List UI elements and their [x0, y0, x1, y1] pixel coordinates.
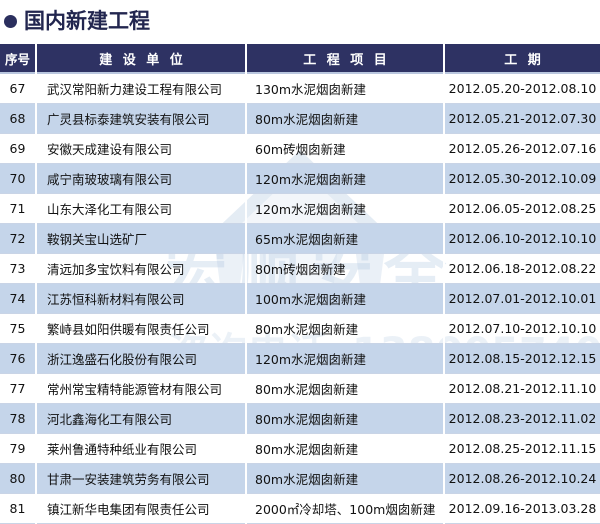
cell-project: 80m水泥烟囱新建: [246, 433, 445, 464]
cell-unit: 莱州鲁通特种纸业有限公司: [36, 433, 247, 464]
cell-project: 80m水泥烟囱新建: [246, 373, 445, 404]
cell-unit: 繁峙县如阳供暖有限责任公司: [36, 313, 247, 344]
cell-project: 120m水泥烟囱新建: [246, 343, 445, 374]
column-header-seq: 序号: [0, 44, 37, 73]
cell-seq: 76: [0, 343, 37, 374]
table-row: 68 广灵县标泰建筑安装有限公司 80m水泥烟囱新建 2012.05.21-2012.…: [0, 103, 600, 134]
cell-project: 65m水泥烟囱新建: [246, 223, 445, 254]
cell-seq: 78: [0, 403, 37, 434]
cell-seq: 74: [0, 283, 37, 314]
table-row: 77 常州常宝精特能源管材有限公司 80m水泥烟囱新建 2012.08.21-2012…: [0, 373, 600, 404]
cell-seq: 72: [0, 223, 37, 254]
cell-seq: 71: [0, 193, 37, 224]
cell-project: 80m水泥烟囱新建: [246, 403, 445, 434]
cell-seq: 79: [0, 433, 37, 464]
cell-unit: 浙江逸盛石化股份有限公司: [36, 343, 247, 374]
bullet-icon: [4, 14, 17, 28]
cell-unit: 安徽天成建设有限公司: [36, 133, 247, 164]
cell-seq: 70: [0, 163, 37, 194]
table-row: 74 江苏恒科新材料有限公司 100m水泥烟囱新建 2012.07.01-2012.1…: [0, 283, 600, 314]
cell-unit: 广灵县标泰建筑安装有限公司: [36, 103, 247, 134]
cell-duration: 2012.08.15-2012.12.15: [444, 343, 600, 374]
table-row: 70 咸宁南玻玻璃有限公司 120m水泥烟囱新建 2012.05.30-2012.10…: [0, 163, 600, 194]
cell-project: 2000㎡冷却塔、100m烟囱新建: [246, 493, 445, 524]
page-title: 国内新建工程: [0, 0, 600, 42]
cell-duration: 2012.07.01-2012.10.01: [444, 283, 600, 314]
table-row: 75 繁峙县如阳供暖有限责任公司 80m水泥烟囱新建 2012.07.10-2012.…: [0, 313, 600, 344]
table-header: 序号 建 设 单 位 工 程 项 目 工 期: [0, 44, 600, 73]
cell-unit: 咸宁南玻玻璃有限公司: [36, 163, 247, 194]
table-row: 80 甘肃一安装建筑劳务有限公司 80m水泥烟囱新建 2012.08.26-2012.…: [0, 463, 600, 494]
cell-seq: 75: [0, 313, 37, 344]
table-row: 72 鞍钢关宝山选矿厂 65m水泥烟囱新建 2012.06.10-2012.10.10: [0, 223, 600, 254]
table-body: 67 武汉常阳新力建设工程有限公司 130m水泥烟囱新建 2012.05.20-201…: [0, 73, 600, 524]
cell-duration: 2012.07.10-2012.10.10: [444, 313, 600, 344]
cell-duration: 2012.06.05-2012.08.25: [444, 193, 600, 224]
table-row: 78 河北鑫海化工有限公司 80m水泥烟囱新建 2012.08.23-2012.11.…: [0, 403, 600, 434]
cell-duration: 2012.05.20-2012.08.10: [444, 73, 600, 104]
table-row: 67 武汉常阳新力建设工程有限公司 130m水泥烟囱新建 2012.05.20-201…: [0, 73, 600, 104]
cell-seq: 80: [0, 463, 37, 494]
cell-project: 60m砖烟囱新建: [246, 133, 445, 164]
cell-project: 80m砖烟囱新建: [246, 253, 445, 284]
cell-duration: 2012.08.23-2012.11.02: [444, 403, 600, 434]
projects-table: 序号 建 设 单 位 工 程 项 目 工 期 67 武汉常阳新力建设工程有限公司 1…: [0, 44, 600, 524]
cell-project: 80m水泥烟囱新建: [246, 463, 445, 494]
cell-duration: 2012.08.25-2012.11.15: [444, 433, 600, 464]
cell-unit: 甘肃一安装建筑劳务有限公司: [36, 463, 247, 494]
table-row: 69 安徽天成建设有限公司 60m砖烟囱新建 2012.05.26-2012.07.1…: [0, 133, 600, 164]
cell-unit: 江苏恒科新材料有限公司: [36, 283, 247, 314]
cell-unit: 镇江新华电集团有限责任公司: [36, 493, 247, 524]
cell-project: 80m水泥烟囱新建: [246, 103, 445, 134]
cell-project: 80m水泥烟囱新建: [246, 313, 445, 344]
cell-duration: 2012.06.10-2012.10.10: [444, 223, 600, 254]
column-header-unit: 建 设 单 位: [36, 44, 247, 73]
cell-unit: 清远加多宝饮料有限公司: [36, 253, 247, 284]
page-title-text: 国内新建工程: [24, 8, 150, 33]
cell-duration: 2012.05.26-2012.07.16: [444, 133, 600, 164]
cell-project: 120m水泥烟囱新建: [246, 193, 445, 224]
column-header-proj: 工 程 项 目: [246, 44, 445, 73]
table-row: 73 清远加多宝饮料有限公司 80m砖烟囱新建 2012.06.18-2012.08.…: [0, 253, 600, 284]
cell-seq: 77: [0, 373, 37, 404]
cell-seq: 67: [0, 73, 37, 104]
projects-table-container: 序号 建 设 单 位 工 程 项 目 工 期 67 武汉常阳新力建设工程有限公司 1…: [0, 44, 600, 524]
cell-unit: 鞍钢关宝山选矿厂: [36, 223, 247, 254]
table-header-row: 序号 建 设 单 位 工 程 项 目 工 期: [0, 44, 600, 73]
table-row: 79 莱州鲁通特种纸业有限公司 80m水泥烟囱新建 2012.08.25-2012.1…: [0, 433, 600, 464]
cell-duration: 2012.06.18-2012.08.22: [444, 253, 600, 284]
cell-duration: 2012.08.26-2012.10.24: [444, 463, 600, 494]
table-row: 71 山东大泽化工有限公司 120m水泥烟囱新建 2012.06.05-2012.08…: [0, 193, 600, 224]
cell-project: 130m水泥烟囱新建: [246, 73, 445, 104]
cell-unit: 常州常宝精特能源管材有限公司: [36, 373, 247, 404]
cell-seq: 69: [0, 133, 37, 164]
cell-unit: 河北鑫海化工有限公司: [36, 403, 247, 434]
table-row: 76 浙江逸盛石化股份有限公司 120m水泥烟囱新建 2012.08.15-2012.…: [0, 343, 600, 374]
cell-seq: 73: [0, 253, 37, 284]
cell-unit: 山东大泽化工有限公司: [36, 193, 247, 224]
cell-project: 120m水泥烟囱新建: [246, 163, 445, 194]
cell-duration: 2012.08.21-2012.11.10: [444, 373, 600, 404]
cell-duration: 2012.05.21-2012.07.30: [444, 103, 600, 134]
cell-duration: 2012.09.16-2013.03.28: [444, 493, 600, 524]
table-row: 81 镇江新华电集团有限责任公司 2000㎡冷却塔、100m烟囱新建 2012.09.…: [0, 493, 600, 524]
cell-unit: 武汉常阳新力建设工程有限公司: [36, 73, 247, 104]
cell-seq: 81: [0, 493, 37, 524]
cell-project: 100m水泥烟囱新建: [246, 283, 445, 314]
column-header-dur: 工 期: [444, 44, 600, 73]
cell-duration: 2012.05.30-2012.10.09: [444, 163, 600, 194]
cell-seq: 68: [0, 103, 37, 134]
